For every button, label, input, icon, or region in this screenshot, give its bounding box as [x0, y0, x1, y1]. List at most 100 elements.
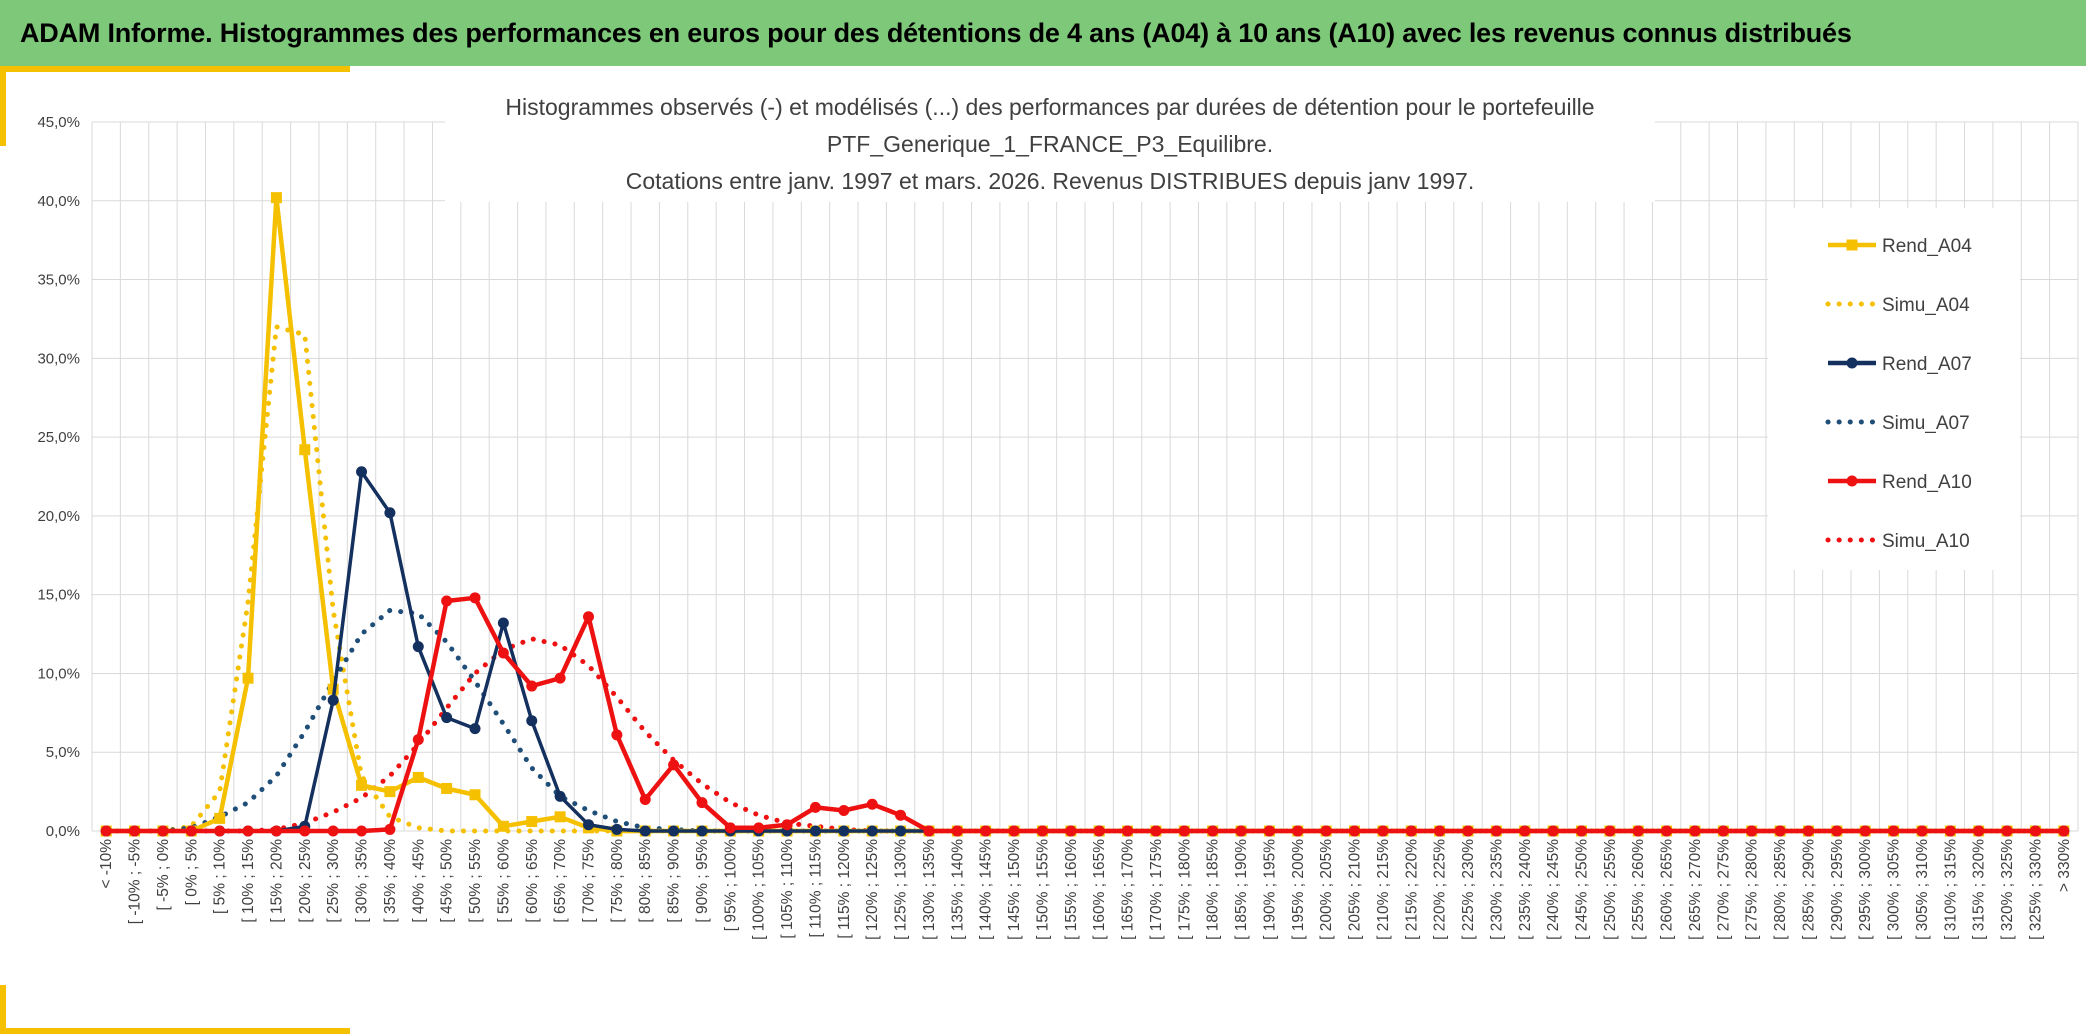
- data-point: [327, 694, 339, 706]
- legend-label: Simu_A04: [1882, 295, 1970, 316]
- x-tick-label: [ 120% ; 125%: [864, 839, 881, 940]
- data-point: [1065, 825, 1077, 837]
- x-tick-label: [ 125% ; 130%: [893, 839, 910, 940]
- legend-item-Rend_A04: Rend_A04: [1828, 236, 1972, 257]
- y-tick-label: 15,0%: [37, 587, 80, 604]
- data-point: [1831, 825, 1843, 837]
- x-tick-label: [ 225% ; 230%: [1460, 839, 1477, 940]
- data-point: [441, 595, 453, 607]
- legend-background: [1768, 208, 2020, 570]
- x-tick-label: [ 30% ; 35%: [354, 839, 371, 923]
- data-point: [327, 825, 339, 837]
- x-tick-label: [ 55% ; 60%: [495, 839, 512, 923]
- data-point: [526, 816, 538, 828]
- x-tick-label: [ 275% ; 280%: [1744, 839, 1761, 940]
- legend-item-Simu_A07: Simu_A07: [1825, 413, 1970, 434]
- y-tick-label: 40,0%: [37, 193, 80, 210]
- x-tick-label: [ 20% ; 25%: [297, 839, 314, 923]
- x-tick-label: < -10%: [98, 839, 115, 889]
- data-point: [1263, 825, 1275, 837]
- data-point: [270, 825, 282, 837]
- legend-marker: [1846, 475, 1858, 487]
- x-tick-label: [ 285% ; 290%: [1800, 839, 1817, 940]
- data-point: [696, 825, 708, 837]
- data-point: [356, 825, 368, 837]
- data-point: [1122, 825, 1134, 837]
- data-point: [2001, 825, 2013, 837]
- x-tick-label: > 330%: [2056, 839, 2073, 892]
- x-tick-label: [ 325% ; 330%: [2027, 839, 2044, 940]
- corner-accent-top: [0, 66, 350, 72]
- x-tick-label: [ 300% ; 305%: [1886, 839, 1903, 940]
- data-point: [809, 801, 821, 813]
- data-point: [923, 825, 935, 837]
- data-point: [866, 798, 878, 810]
- data-point: [1150, 825, 1162, 837]
- x-tick-label: [ 270% ; 275%: [1715, 839, 1732, 940]
- y-tick-label: 35,0%: [37, 272, 80, 289]
- data-point: [1717, 825, 1729, 837]
- data-point: [1235, 825, 1247, 837]
- y-tick-label: 25,0%: [37, 429, 80, 446]
- data-point: [583, 611, 594, 623]
- data-point: [1320, 825, 1332, 837]
- legend-item-Rend_A07: Rend_A07: [1828, 354, 1972, 375]
- data-point: [1462, 825, 1474, 837]
- x-tick-label: [ -10% ; -5%: [127, 839, 144, 924]
- data-point: [554, 672, 566, 684]
- data-point: [1490, 825, 1502, 837]
- x-tick-label: [ -5% ; 0%: [155, 839, 172, 911]
- data-point: [356, 779, 368, 791]
- data-point: [951, 825, 963, 837]
- data-point: [1434, 825, 1446, 837]
- legend-label: Simu_A07: [1882, 413, 1970, 434]
- data-point: [1519, 825, 1531, 837]
- y-tick-label: 5,0%: [46, 744, 80, 761]
- x-tick-label: [ 35% ; 40%: [382, 839, 399, 923]
- data-point: [497, 617, 509, 629]
- x-tick-label: [ 45% ; 50%: [439, 839, 456, 923]
- data-point: [696, 797, 708, 809]
- data-point: [1632, 825, 1644, 837]
- x-tick-label: [ 220% ; 225%: [1432, 839, 1449, 940]
- data-point: [497, 820, 509, 832]
- y-tick-label: 45,0%: [37, 114, 80, 131]
- x-tick-label: [ 50% ; 55%: [467, 839, 484, 923]
- data-point: [441, 712, 453, 724]
- data-point: [1576, 825, 1587, 837]
- data-point: [1888, 825, 1900, 837]
- data-point: [1774, 825, 1786, 837]
- data-point: [1944, 825, 1956, 837]
- data-point: [469, 723, 481, 735]
- data-point: [611, 729, 623, 741]
- data-point: [1093, 825, 1105, 837]
- data-point: [583, 819, 594, 831]
- corner-accent-left-bottom: [0, 985, 6, 1034]
- data-point: [1292, 825, 1304, 837]
- data-point: [1661, 825, 1673, 837]
- x-tick-label: [ 140% ; 145%: [978, 839, 995, 940]
- corner-accent-left-top: [0, 66, 6, 146]
- x-tick-label: [ 310% ; 315%: [1942, 839, 1959, 940]
- legend-item-Rend_A10: Rend_A10: [1828, 472, 1972, 493]
- legend-item-Simu_A04: Simu_A04: [1825, 295, 1970, 316]
- x-tick-label: [ 100% ; 105%: [751, 839, 768, 940]
- data-point: [838, 825, 850, 837]
- chart-legend: Rend_A04 Simu_A04 Rend_A07 Simu_A07 Rend_A10…: [1768, 208, 2020, 570]
- data-point: [1859, 825, 1871, 837]
- data-point: [980, 825, 992, 837]
- legend-label: Rend_A04: [1882, 236, 1972, 257]
- data-point: [242, 672, 254, 684]
- x-tick-label: [ 150% ; 155%: [1034, 839, 1051, 940]
- y-axis-ticks: 0,0% 5,0% 10,0% 15,0% 20,0% 25,0% 30,0% 35,0% 40…: [37, 114, 80, 840]
- chart-title-line-2: PTF_Generique_1_FRANCE_P3_Equilibre.: [827, 131, 1273, 157]
- x-tick-label: [ 165% ; 170%: [1120, 839, 1137, 940]
- x-tick-label: [ 265% ; 270%: [1687, 839, 1704, 940]
- data-point: [1746, 825, 1758, 837]
- data-point: [469, 592, 481, 604]
- data-point: [1377, 825, 1389, 837]
- data-point: [1405, 825, 1417, 837]
- data-point: [242, 825, 254, 837]
- x-tick-label: [ 230% ; 235%: [1488, 839, 1505, 940]
